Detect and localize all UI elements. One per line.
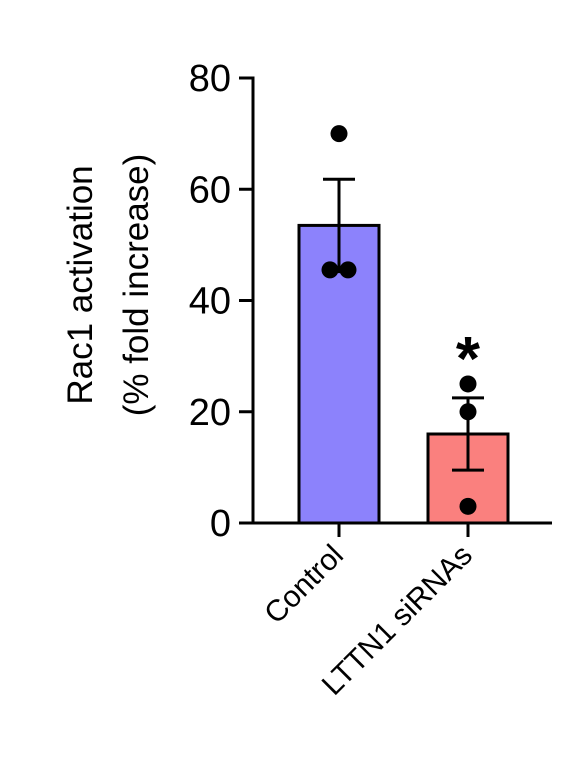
data-point <box>459 375 477 393</box>
x-tick-label: Control <box>258 539 350 631</box>
data-point <box>321 261 339 279</box>
y-axis-title-unit: (% fold increase) <box>117 154 156 417</box>
bars: * <box>297 125 510 525</box>
significance-marker: * <box>456 325 481 394</box>
data-point <box>459 403 477 421</box>
y-tick-label: 40 <box>189 281 231 323</box>
y-axis-title: Rac1 activation <box>61 165 100 404</box>
y-tick-label: 80 <box>189 58 231 100</box>
y-axis: 0 20 40 60 80 <box>189 58 255 545</box>
data-point <box>339 261 357 279</box>
y-tick-label: 60 <box>189 169 231 211</box>
data-point <box>459 497 477 515</box>
y-tick-label: 20 <box>189 392 231 434</box>
data-point <box>330 125 348 143</box>
y-tick-label: 0 <box>210 503 231 545</box>
